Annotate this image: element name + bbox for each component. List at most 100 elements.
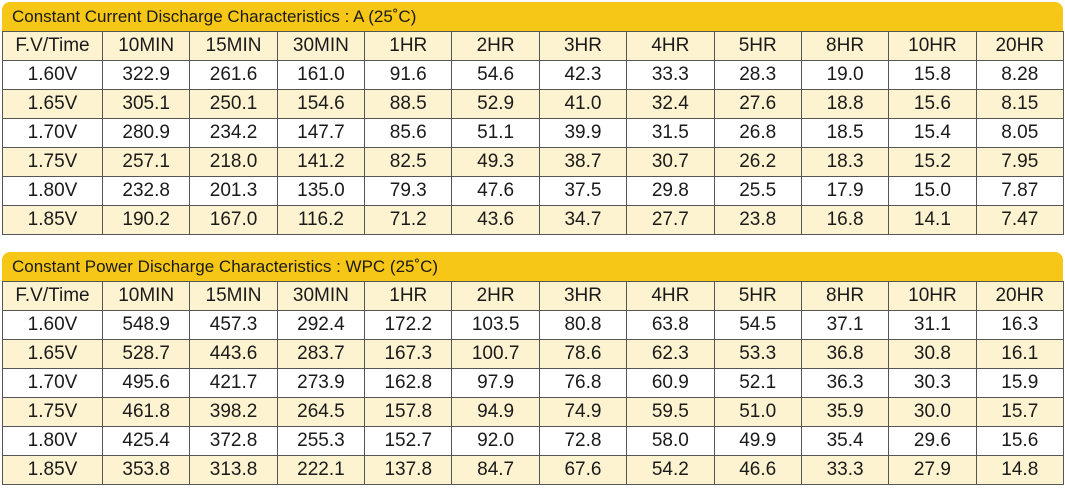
table-cell: 7.95 [975,147,1064,177]
table-cell: 16.8 [800,205,890,235]
table-cell: 25.5 [713,176,802,206]
table-cell: 27.9 [888,455,977,485]
table-cell: 162.8 [364,368,453,398]
table-cell: 280.9 [101,118,191,148]
row-label-voltage: 1.75V [2,397,103,427]
table-cell: 26.8 [713,118,802,148]
table-cell: 39.9 [538,118,628,148]
current-discharge-section: Constant Current Discharge Characteristi… [2,2,1064,235]
table-cell: 97.9 [451,368,540,398]
table-cell: 167.3 [364,339,453,369]
current-discharge-title: Constant Current Discharge Characteristi… [2,2,1063,31]
table-cell: 16.3 [975,310,1064,340]
table-cell: 67.6 [538,455,628,485]
table-cell: 30.8 [888,339,977,369]
table-cell: 51.0 [713,397,802,427]
table-cell: 46.6 [713,455,802,485]
table-cell: 79.3 [364,176,453,206]
column-header-time: 10HR [888,31,977,61]
table-cell: 26.2 [713,147,802,177]
table-cell: 18.3 [800,147,890,177]
table-cell: 54.5 [713,310,802,340]
table-cell: 92.0 [451,426,540,456]
table-cell: 8.28 [975,60,1064,90]
table-cell: 305.1 [101,89,191,119]
row-label-voltage: 1.75V [2,147,103,177]
table-row: 1.65V 305.1 250.1 154.6 88.5 52.9 41.0 32.4 27.6… [2,89,1064,119]
table-cell: 14.8 [975,455,1064,485]
table-cell: 116.2 [276,205,366,235]
table-cell: 18.5 [800,118,890,148]
table-cell: 353.8 [101,455,191,485]
column-header-time: 2HR [451,31,540,61]
table-cell: 190.2 [101,205,191,235]
table-cell: 141.2 [276,147,366,177]
column-header-time: 20HR [975,31,1064,61]
table-row: 1.80V 425.4 372.8 255.3 152.7 92.0 72.8 58.0 49.… [2,426,1064,456]
table-cell: 495.6 [101,368,191,398]
table-cell: 201.3 [189,176,278,206]
table-cell: 62.3 [626,339,715,369]
table-cell: 322.9 [101,60,191,90]
table-cell: 222.1 [276,455,366,485]
table-cell: 261.6 [189,60,278,90]
table-row: 1.60V 548.9 457.3 292.4 172.2 103.5 80.8 63.8 54… [2,310,1064,340]
table-cell: 8.15 [975,89,1064,119]
table-cell: 76.8 [538,368,628,398]
table-cell: 27.6 [713,89,802,119]
column-header-time: 3HR [538,281,628,311]
table-cell: 41.0 [538,89,628,119]
table-cell: 29.8 [626,176,715,206]
column-header-time: 5HR [713,281,802,311]
row-label-voltage: 1.70V [2,118,103,148]
table-cell: 15.0 [888,176,977,206]
table-cell: 154.6 [276,89,366,119]
table-cell: 425.4 [101,426,191,456]
table-cell: 37.5 [538,176,628,206]
table-cell: 60.9 [626,368,715,398]
table-row: 1.85V 353.8 313.8 222.1 137.8 84.7 67.6 54.2 46.… [2,455,1064,485]
table-cell: 35.9 [800,397,890,427]
column-header-time: 30MIN [276,281,366,311]
table-row: 1.65V 528.7 443.6 283.7 167.3 100.7 78.6 62.3 53… [2,339,1064,369]
table-cell: 18.8 [800,89,890,119]
table-cell: 27.7 [626,205,715,235]
table-cell: 35.4 [800,426,890,456]
row-label-voltage: 1.65V [2,339,103,369]
table-cell: 7.47 [975,205,1064,235]
table-row: 1.75V 257.1 218.0 141.2 82.5 49.3 38.7 30.7 26.2… [2,147,1064,177]
table-cell: 443.6 [189,339,278,369]
table-cell: 398.2 [189,397,278,427]
table-cell: 137.8 [364,455,453,485]
table-cell: 54.2 [626,455,715,485]
table-cell: 33.3 [626,60,715,90]
table-cell: 47.6 [451,176,540,206]
table-cell: 74.9 [538,397,628,427]
table-cell: 49.3 [451,147,540,177]
table-cell: 232.8 [101,176,191,206]
row-label-voltage: 1.85V [2,205,103,235]
table-cell: 32.4 [626,89,715,119]
column-header-final-voltage: F.V/Time [2,281,103,311]
table-cell: 58.0 [626,426,715,456]
table-cell: 52.1 [713,368,802,398]
table-cell: 23.8 [713,205,802,235]
column-header-time: 3HR [538,31,628,61]
table-cell: 36.3 [800,368,890,398]
table-cell: 15.7 [975,397,1064,427]
table-cell: 31.5 [626,118,715,148]
column-header-time: 30MIN [276,31,366,61]
column-header-time: 10HR [888,281,977,311]
table-cell: 250.1 [189,89,278,119]
row-label-voltage: 1.80V [2,426,103,456]
table-cell: 59.5 [626,397,715,427]
table-cell: 8.05 [975,118,1064,148]
table-cell: 17.9 [800,176,890,206]
table-cell: 15.6 [975,426,1064,456]
column-header-time: 1HR [364,281,453,311]
table-cell: 15.8 [888,60,977,90]
table-cell: 16.1 [975,339,1064,369]
table-cell: 31.1 [888,310,977,340]
row-label-voltage: 1.85V [2,455,103,485]
table-row: 1.85V 190.2 167.0 116.2 71.2 43.6 34.7 27.7 23.8… [2,205,1064,235]
